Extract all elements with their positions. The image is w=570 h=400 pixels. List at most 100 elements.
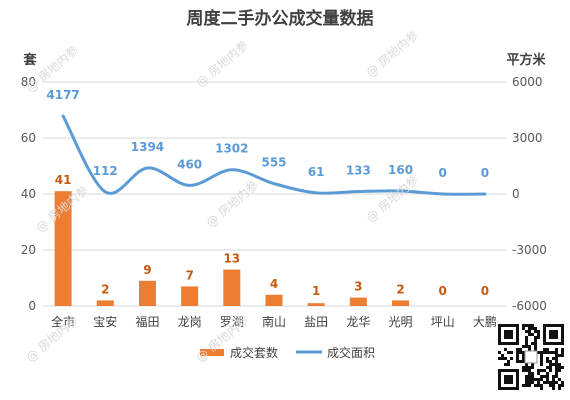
qr-module (522, 345, 525, 348)
qr-module (537, 333, 540, 336)
bar-data-label: 1 (312, 284, 320, 298)
qr-module (546, 351, 549, 354)
qr-module (558, 363, 561, 366)
qr-module (558, 366, 561, 369)
x-tick-label: 坪山 (431, 315, 455, 329)
bar (223, 269, 241, 306)
qr-finder (498, 324, 519, 345)
left-axis-label: 套 (22, 52, 37, 68)
qr-module (522, 351, 525, 354)
qr-module (549, 366, 552, 369)
bar-data-label: 13 (223, 252, 240, 266)
qr-module (546, 381, 549, 384)
qr-module (561, 366, 564, 369)
qr-module (525, 378, 528, 381)
qr-module (528, 348, 531, 351)
qr-finder (498, 369, 519, 390)
qr-module (525, 339, 528, 342)
qr-module (549, 384, 552, 387)
qr-module (552, 384, 555, 387)
qr-module (507, 363, 510, 366)
qr-finder (543, 324, 564, 345)
qr-module (531, 324, 534, 327)
qr-module (552, 375, 555, 378)
line-data-label: 0 (481, 166, 489, 180)
qr-module (537, 336, 540, 339)
y-right-tick-label: 0 (512, 187, 520, 201)
x-tick-label: 大鹏 (473, 315, 497, 329)
qr-module (504, 348, 507, 351)
qr-module (528, 369, 531, 372)
qr-module (555, 372, 558, 375)
qr-module (522, 384, 525, 387)
qr-module (504, 357, 507, 360)
qr-module (552, 351, 555, 354)
qr-module (561, 351, 564, 354)
qr-module (516, 348, 519, 351)
qr-module (543, 381, 546, 384)
bar (349, 297, 367, 306)
qr-module (525, 324, 528, 327)
qr-module (540, 387, 543, 390)
qr-module (555, 363, 558, 366)
qr-module (525, 366, 528, 369)
line-data-label: 133 (346, 164, 371, 178)
qr-module (534, 342, 537, 345)
chart-title: 周度二手办公成交量数据 (187, 8, 374, 29)
qr-module (525, 330, 528, 333)
qr-module (498, 351, 501, 354)
y-left-tick-label: 20 (21, 243, 36, 257)
qr-module (555, 348, 558, 351)
qr-module (555, 369, 558, 372)
qr-module (528, 324, 531, 327)
y-right-tick-label: 3000 (512, 131, 543, 145)
qr-module (531, 327, 534, 330)
qr-module (537, 378, 540, 381)
qr-module (552, 363, 555, 366)
bar (392, 300, 410, 306)
qr-module (519, 360, 522, 363)
qr-module (546, 366, 549, 369)
qr-module (555, 360, 558, 363)
line-data-label: 1394 (131, 140, 164, 154)
series-line (61, 114, 487, 196)
qr-module (540, 360, 543, 363)
qr-module (534, 339, 537, 342)
qr-module (555, 366, 558, 369)
qr-module (534, 384, 537, 387)
x-tick-label: 南山 (262, 314, 286, 329)
x-tick-label: 罗湖 (220, 314, 244, 329)
x-tick-label: 龙华 (346, 315, 370, 329)
qr-module (531, 333, 534, 336)
qr-module (519, 351, 522, 354)
qr-module (528, 366, 531, 369)
qr-module (534, 327, 537, 330)
qr-module (528, 378, 531, 381)
qr-module (507, 351, 510, 354)
qr-module (555, 354, 558, 357)
qr-module (522, 360, 525, 363)
bar (265, 294, 283, 306)
x-tick-label: 盐田 (304, 315, 328, 329)
qr-module (534, 345, 537, 348)
qr-module (522, 357, 525, 360)
bar (181, 286, 199, 306)
qr-module (525, 342, 528, 345)
qr-module (531, 378, 534, 381)
y-left-tick-label: 40 (21, 187, 36, 201)
y-left-tick-label: 80 (21, 75, 36, 89)
qr-module (507, 360, 510, 363)
qr-module (546, 372, 549, 375)
bar-data-label: 0 (439, 284, 447, 298)
line-data-label: 61 (308, 165, 325, 179)
qr-module (549, 369, 552, 372)
qr-module (522, 354, 525, 357)
qr-module (516, 354, 519, 357)
qr-module (501, 354, 504, 357)
bar-data-label: 7 (185, 268, 193, 282)
qr-module (543, 351, 546, 354)
qr-module (528, 345, 531, 348)
line-data-label: 0 (439, 166, 447, 180)
qr-module (528, 333, 531, 336)
qr-module (528, 330, 531, 333)
